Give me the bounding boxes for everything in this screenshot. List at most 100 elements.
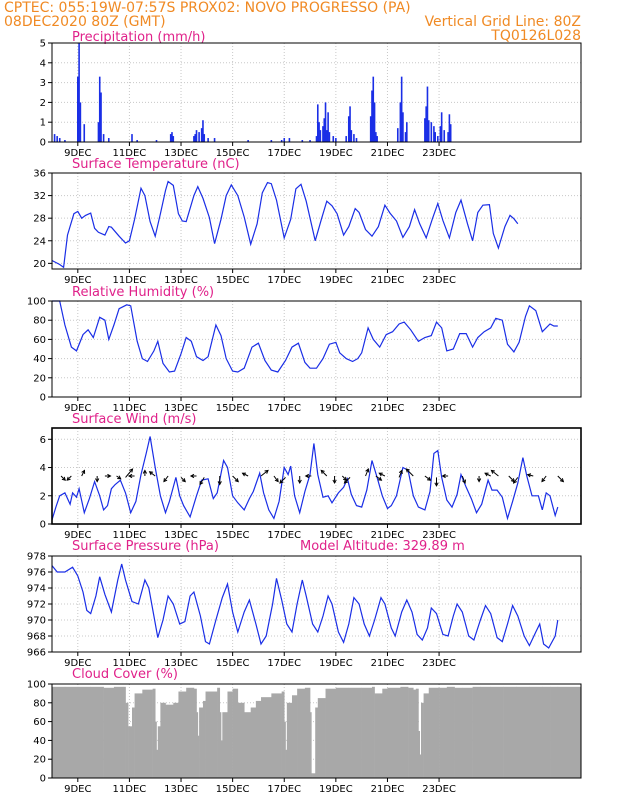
- wind-arrow-head: [81, 469, 86, 474]
- x-tick-label: 17DEC: [267, 658, 301, 669]
- precip-bar: [355, 138, 358, 142]
- wind-arrow-head: [405, 468, 410, 473]
- precip-bar: [100, 92, 102, 142]
- wind-arrow-head: [426, 476, 432, 481]
- wind-arrow-head: [526, 473, 532, 478]
- precip-bar: [316, 104, 319, 142]
- y-tick-label: 1: [40, 118, 46, 129]
- precip-bar: [107, 138, 110, 142]
- cloud-bar: [134, 693, 143, 778]
- x-tick-label: 21DEC: [371, 784, 405, 795]
- cloud-bar: [286, 702, 293, 778]
- precip-bar: [369, 116, 372, 142]
- y-tick-label: 60: [33, 717, 46, 728]
- header-grid-line: Vertical Grid Line: 80Z: [425, 14, 581, 30]
- cloud-bar: [52, 686, 66, 778]
- wind-arrow-head: [279, 479, 284, 484]
- precip-bar: [430, 122, 433, 142]
- cloud-bar: [408, 687, 414, 778]
- precip-bar: [283, 138, 286, 142]
- wind-arrow-head: [304, 473, 310, 479]
- cloud-cover-title: Cloud Cover (%): [72, 667, 178, 682]
- y-tick-label: 978: [27, 552, 46, 563]
- x-tick-label: 19DEC: [319, 148, 353, 159]
- cloud-bar: [304, 687, 311, 778]
- cloud-bar: [271, 693, 282, 778]
- precip-bar: [169, 134, 172, 142]
- precip-bar: [172, 136, 175, 142]
- cloud-bar: [64, 686, 79, 778]
- y-tick-label: 60: [33, 335, 46, 346]
- wind-arrow: [279, 477, 286, 484]
- precip-bar: [58, 138, 61, 142]
- precip-bar: [98, 76, 101, 142]
- wind-arrow-head: [107, 473, 112, 479]
- x-tick-label: 21DEC: [371, 658, 405, 669]
- x-tick-label: 17DEC: [267, 148, 301, 159]
- y-tick-label: 40: [33, 736, 46, 747]
- precip-bar: [371, 90, 373, 142]
- wind-arrow-head: [541, 478, 546, 483]
- x-tick-label: 15DEC: [216, 403, 250, 414]
- precip-bar: [406, 122, 408, 142]
- y-tick-label: 28: [33, 214, 46, 225]
- cloud-bar: [400, 686, 409, 778]
- precip-bar: [318, 122, 320, 142]
- x-tick-label: 21DEC: [371, 403, 405, 414]
- x-tick-label: 11DEC: [113, 403, 147, 414]
- x-tick-label: 15DEC: [216, 784, 250, 795]
- pressure-title: Surface Pressure (hPa): [72, 539, 219, 554]
- cloud-bar: [439, 687, 448, 778]
- y-tick-label: 970: [27, 616, 46, 627]
- precip-bar: [427, 120, 430, 142]
- wind-arrow-head: [117, 475, 122, 480]
- y-tick-label: 0: [40, 520, 46, 531]
- cloud-bar: [284, 721, 286, 778]
- cloud-bar: [244, 712, 251, 778]
- precip-bar: [373, 102, 376, 142]
- wind-arrow: [199, 477, 205, 485]
- precip-bar: [155, 140, 158, 142]
- precip-bar: [193, 136, 195, 142]
- cloud-bar: [297, 688, 306, 778]
- cloud-bar: [516, 686, 530, 778]
- cloud-bar: [310, 712, 312, 778]
- precip-bar: [399, 102, 402, 142]
- precip-bar: [194, 134, 197, 142]
- cloud-bar: [325, 688, 337, 778]
- wind-arrow: [365, 468, 369, 477]
- wind-arrow: [424, 475, 431, 481]
- wind-arrow-head: [297, 479, 302, 485]
- cloud-bar: [113, 686, 124, 778]
- precip-bar: [426, 86, 429, 142]
- wind-arrow-head: [199, 480, 204, 486]
- temperature-title: Surface Temperature (nC): [72, 157, 240, 172]
- wind-arrow-head: [377, 476, 383, 481]
- cloud-bar: [156, 749, 159, 778]
- wind-arrow-head: [476, 478, 482, 483]
- x-tick-label: 21DEC: [371, 148, 405, 159]
- cloud-bar: [285, 749, 288, 778]
- precip-bar: [404, 132, 407, 142]
- precip-bar: [376, 136, 378, 142]
- y-tick-label: 5: [40, 39, 46, 50]
- plot-frame: [51, 683, 582, 779]
- y-tick-label: 0: [40, 393, 46, 404]
- cloud-bar: [472, 686, 481, 778]
- y-tick-label: 36: [33, 169, 46, 180]
- precip-bar: [433, 126, 435, 142]
- cloud-bar: [202, 700, 206, 778]
- wind-arrow: [541, 475, 547, 482]
- precip-bar: [434, 132, 437, 142]
- cloud-bar: [480, 686, 491, 778]
- y-tick-label: 80: [33, 698, 46, 709]
- cloud-bar: [382, 688, 388, 778]
- precip-bar: [425, 106, 427, 142]
- cloud-bar: [196, 712, 199, 778]
- wind-arrow-head: [142, 469, 148, 474]
- precip-bar: [327, 112, 329, 142]
- cloud-bar: [361, 687, 373, 778]
- humidity-title: Relative Humidity (%): [72, 285, 214, 300]
- cloud-bar: [550, 686, 559, 778]
- precip-bar: [301, 140, 304, 142]
